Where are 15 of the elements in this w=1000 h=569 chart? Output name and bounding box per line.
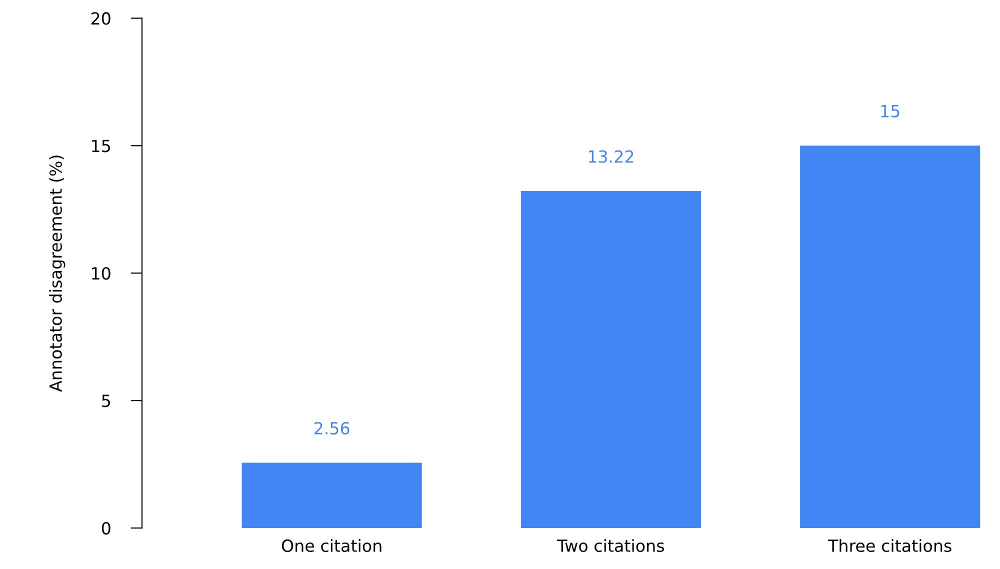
y-tick-label: 15 <box>92 140 110 152</box>
bar <box>800 146 980 528</box>
x-tick-label: Two citations <box>557 539 664 552</box>
y-axis-title: Annotator disagreement (%) <box>49 156 66 392</box>
bar <box>520 191 701 528</box>
y-tick-label: 10 <box>92 267 110 280</box>
bar <box>242 462 422 528</box>
y-tick-label: 20 <box>91 12 110 25</box>
x-tick-label: Three citations <box>828 539 952 552</box>
x-tick-label: One citation <box>282 539 382 552</box>
data-label: 13.22 <box>588 150 634 163</box>
y-tick-label: 0 <box>102 522 110 535</box>
data-label: 2.56 <box>314 422 350 435</box>
y-tick-label: 5 <box>102 394 110 408</box>
data-label: 15 <box>881 105 900 118</box>
